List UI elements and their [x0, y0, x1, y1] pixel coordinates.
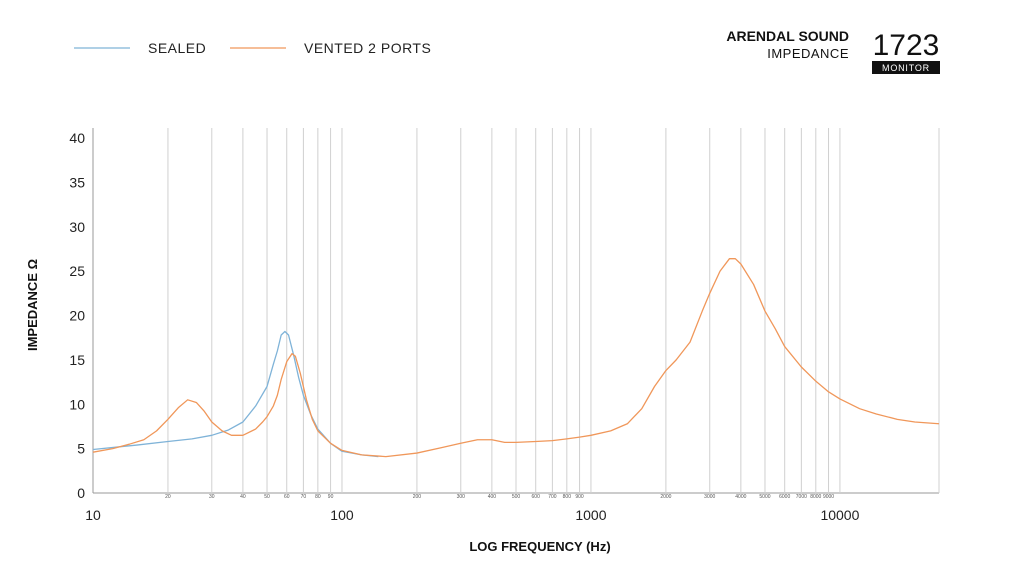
series-line-sealed [92, 330, 379, 458]
model-badge-label: MONITOR [882, 63, 930, 73]
x-tick-label-minor: 2000 [660, 494, 671, 500]
x-tick-label-minor: 90 [328, 494, 334, 500]
x-tick-label-minor: 500 [512, 494, 521, 500]
x-tick-label-minor: 700 [548, 494, 557, 500]
x-tick-label-minor: 200 [413, 494, 422, 500]
x-tick-label-minor: 8000 [810, 494, 821, 500]
x-tick-label-major: 10000 [820, 507, 859, 523]
x-tick-label-minor: 80 [315, 494, 321, 500]
x-tick-label-minor: 7000 [796, 494, 807, 500]
y-tick-label: 15 [69, 352, 85, 368]
x-tick-label-minor: 9000 [823, 494, 834, 500]
series-line-vented [92, 258, 940, 458]
x-tick-label-minor: 60 [284, 494, 290, 500]
x-tick-label-major: 100 [330, 507, 354, 523]
x-tick-label-minor: 600 [532, 494, 541, 500]
x-tick-label-minor: 6000 [779, 494, 790, 500]
y-axis-ticks: 0 5 10 15 20 25 30 35 40 [69, 130, 85, 501]
x-tick-label-minor: 40 [240, 494, 246, 500]
x-tick-label-major: 10 [85, 507, 101, 523]
y-tick-label: 25 [69, 263, 85, 279]
legend-label-vented: VENTED 2 PORTS [304, 40, 431, 56]
x-tick-label-minor: 400 [488, 494, 497, 500]
x-tick-label-minor: 800 [563, 494, 572, 500]
y-tick-label: 40 [69, 130, 85, 146]
brand-block: ARENDAL SOUND IMPEDANCE 1723 MONITOR [726, 28, 940, 74]
x-axis-ticks: 10 100 1000 10000 20 30 40 50 60 70 80 90 200 300 400 5… [85, 494, 859, 523]
model-number: 1723 [873, 29, 940, 62]
series-lines [92, 258, 940, 458]
legend: SEALED VENTED 2 PORTS [74, 40, 431, 56]
model-badge [872, 61, 940, 74]
y-tick-label: 5 [77, 441, 85, 457]
x-tick-label-minor: 4000 [735, 494, 746, 500]
x-tick-label-minor: 900 [575, 494, 584, 500]
x-tick-label-major: 1000 [575, 507, 606, 523]
y-axis-title: IMPEDANCE Ω [25, 259, 40, 351]
x-tick-label-minor: 300 [457, 494, 466, 500]
x-tick-label-minor: 20 [165, 494, 171, 500]
x-tick-label-minor: 3000 [704, 494, 715, 500]
y-tick-label: 10 [69, 396, 85, 412]
y-tick-label: 0 [77, 485, 85, 501]
x-tick-label-minor: 5000 [759, 494, 770, 500]
chart-subtitle: IMPEDANCE [767, 46, 849, 61]
y-tick-label: 30 [69, 219, 85, 235]
legend-label-sealed: SEALED [148, 40, 206, 56]
grid [92, 128, 940, 494]
y-tick-label: 35 [69, 174, 85, 190]
brand-title: ARENDAL SOUND [726, 28, 849, 44]
x-axis-title: LOG FREQUENCY (Hz) [469, 539, 610, 554]
y-tick-label: 20 [69, 308, 85, 324]
x-tick-label-minor: 30 [209, 494, 215, 500]
x-tick-label-minor: 70 [301, 494, 307, 500]
x-tick-label-minor: 50 [264, 494, 270, 500]
